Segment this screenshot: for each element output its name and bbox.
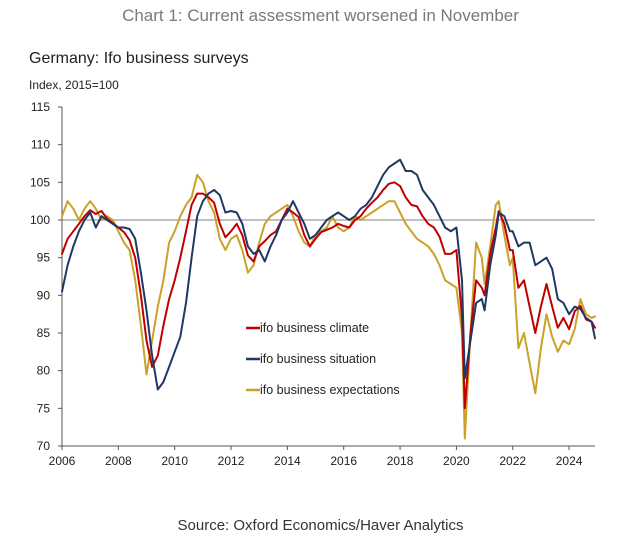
x-tick-label: 2006 — [49, 454, 76, 468]
page-title: Chart 1: Current assessment worsened in … — [122, 6, 519, 25]
legend-label-climate: ifo business climate — [260, 321, 369, 335]
legend-label-expectations: ifo business expectations — [260, 383, 400, 397]
x-tick-label: 2020 — [443, 454, 470, 468]
legend: ifo business climate ifo business situati… — [246, 321, 400, 397]
x-tick-label: 2016 — [330, 454, 357, 468]
x-tick-label: 2018 — [387, 454, 414, 468]
y-tick-label: 105 — [30, 175, 50, 189]
series-line-expectations — [61, 173, 596, 440]
axes: 70 75 80 85 90 95 100 105 110 115 2006 2008 2010 2012… — [30, 100, 595, 468]
series-line-situation — [61, 158, 596, 391]
legend-label-situation: ifo business situation — [260, 352, 376, 366]
x-tick-label: 2010 — [161, 454, 188, 468]
y-tick-label: 75 — [37, 401, 51, 415]
series-layer — [61, 158, 596, 440]
x-tick-label: 2022 — [499, 454, 526, 468]
y-tick-label: 115 — [31, 100, 50, 114]
chart-title: Germany: Ifo business surveys — [29, 50, 249, 67]
y-tick-label: 85 — [37, 326, 51, 340]
y-tick-label: 70 — [37, 439, 51, 453]
y-axis-unit-label: Index, 2015=100 — [29, 78, 119, 92]
y-tick-label: 110 — [31, 138, 50, 152]
y-tick-label: 100 — [30, 213, 50, 227]
source-note: Source: Oxford Economics/Haver Analytics — [177, 517, 464, 534]
x-tick-label: 2014 — [274, 454, 301, 468]
x-tick-label: 2008 — [105, 454, 132, 468]
x-tick-label: 2012 — [218, 454, 245, 468]
x-tick-label: 2024 — [556, 454, 583, 468]
y-tick-label: 80 — [37, 364, 51, 378]
y-tick-label: 90 — [37, 288, 51, 302]
y-tick-label: 95 — [37, 251, 51, 265]
